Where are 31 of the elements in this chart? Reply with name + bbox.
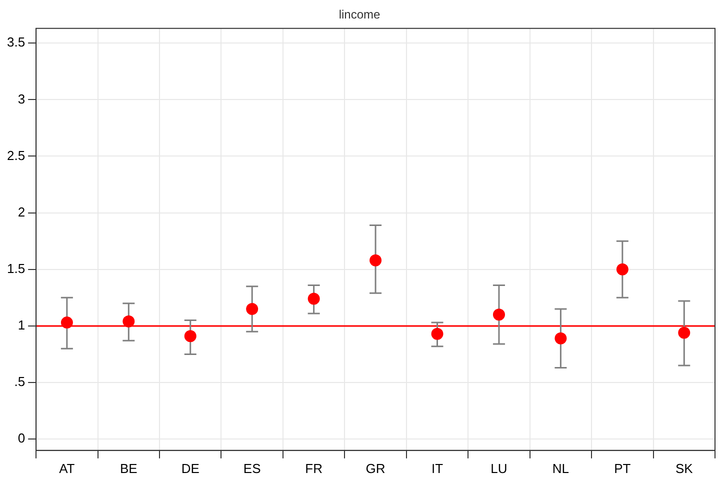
x-tick-label: IT — [431, 460, 444, 476]
x-tick-label: BE — [120, 460, 138, 476]
point — [554, 332, 567, 344]
y-tick-label: 1 — [18, 318, 26, 333]
y-tick-label: 0 — [18, 430, 26, 446]
y-tick-label: .5 — [14, 374, 26, 390]
point — [60, 316, 73, 329]
point — [370, 254, 382, 266]
y-tick-label: 2 — [18, 204, 26, 220]
point — [678, 326, 690, 339]
x-tick-label: NL — [552, 460, 570, 476]
x-tick-label: PT — [614, 460, 631, 476]
chart-title: lincome — [338, 8, 380, 22]
x-tick-label: SK — [675, 460, 694, 476]
x-tick-label: LU — [490, 460, 508, 476]
x-tick-label: DE — [181, 460, 200, 476]
point — [616, 263, 628, 276]
point — [431, 328, 444, 340]
y-tick-label: 2.5 — [6, 148, 26, 163]
y-tick-label: 1.5 — [6, 260, 26, 276]
y-tick-label: 3 — [18, 91, 26, 106]
point — [308, 292, 320, 305]
x-tick-label: FR — [305, 460, 322, 476]
x-tick-label: AT — [59, 460, 75, 476]
point — [122, 315, 135, 328]
point — [492, 308, 505, 321]
y-tick-label: 3.5 — [6, 34, 26, 50]
point — [184, 330, 196, 342]
x-tick-label: GR — [366, 460, 386, 476]
x-tick-label: ES — [243, 460, 262, 476]
point — [246, 302, 258, 315]
